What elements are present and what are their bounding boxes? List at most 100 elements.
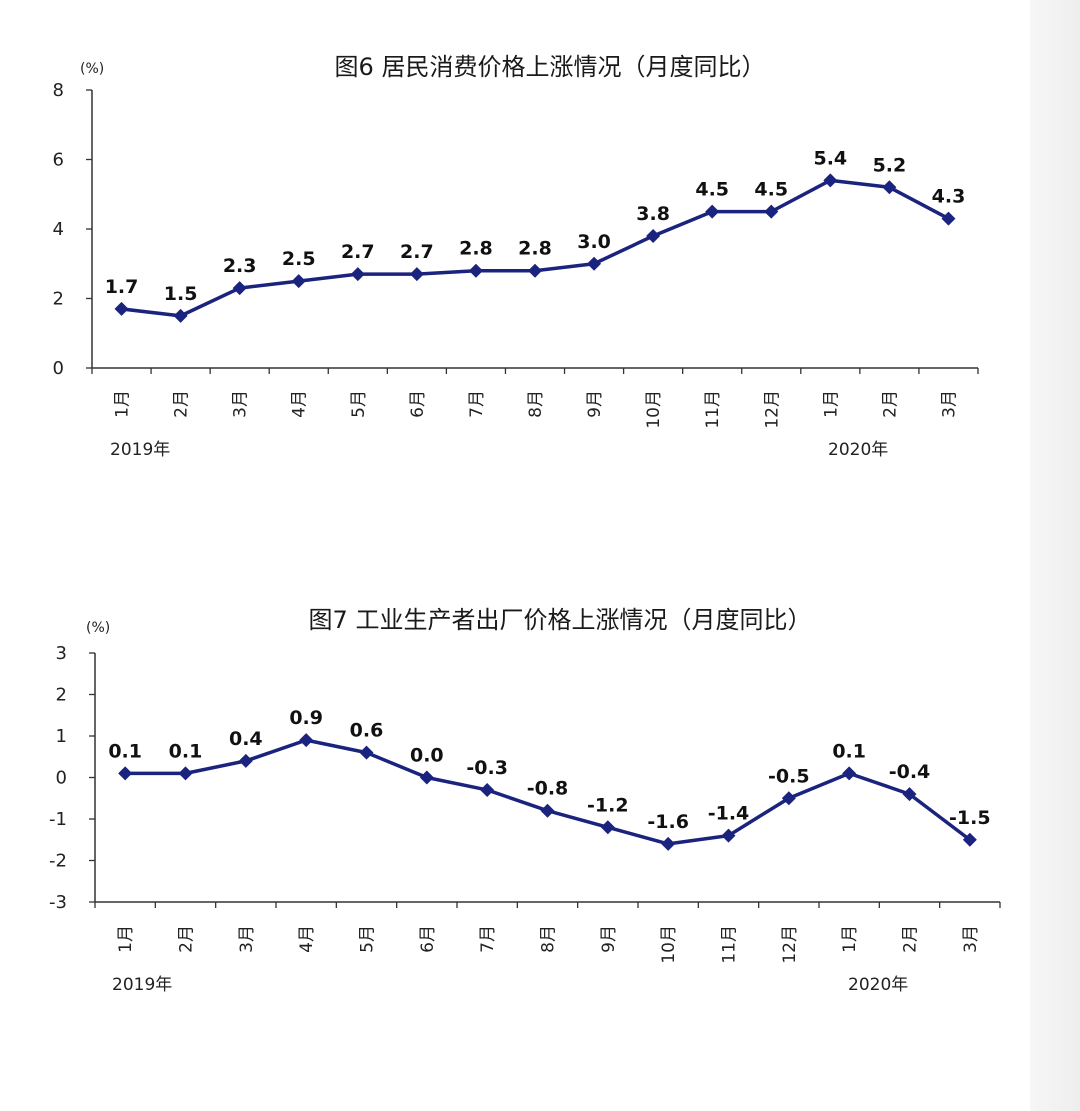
data-label: 3.0 xyxy=(577,231,611,253)
data-label: 1.5 xyxy=(164,283,198,305)
y-tick-label: 1 xyxy=(56,726,67,747)
x-tick-label: 3月 xyxy=(961,925,981,953)
data-label: 3.8 xyxy=(636,203,670,225)
x-tick-label: 3月 xyxy=(237,925,257,953)
data-point xyxy=(962,832,977,847)
x-tick-label: 10月 xyxy=(644,390,664,429)
x-tick-label: 3月 xyxy=(939,390,959,418)
data-point xyxy=(299,733,314,748)
plot-area: 3 2 1 0 -1 -2 -3 1月 2月 3月 4月 5月 6月 7月 8月 9月 10月 11月 12月 1月 2… xyxy=(49,643,1001,995)
x-tick-label: 6月 xyxy=(418,925,438,953)
data-label: -0.8 xyxy=(527,778,569,800)
data-label: 4.5 xyxy=(754,179,788,201)
x-tick-label: 11月 xyxy=(703,390,723,429)
x-tick-label: 1月 xyxy=(116,925,136,953)
data-label: 0.6 xyxy=(350,720,384,742)
x-tick-label: 5月 xyxy=(349,390,369,418)
data-point xyxy=(350,267,365,282)
y-tick-label: -3 xyxy=(49,892,67,913)
x-tick-label: 12月 xyxy=(762,390,782,429)
data-label: 0.0 xyxy=(410,745,444,767)
data-label: -0.4 xyxy=(889,761,931,783)
x-tick-label: 4月 xyxy=(297,925,317,953)
data-point xyxy=(540,803,555,818)
data-label: 0.9 xyxy=(289,707,323,729)
y-unit-label: (%) xyxy=(86,620,110,636)
data-point xyxy=(661,836,676,851)
x-tick-label: 8月 xyxy=(526,390,546,418)
year-label: 2019年 xyxy=(110,440,170,460)
y-tick-label: -1 xyxy=(49,809,67,830)
y-tick-label: 3 xyxy=(56,643,67,664)
x-tick-label: 12月 xyxy=(780,925,800,964)
x-tick-label: 6月 xyxy=(408,390,428,418)
y-tick-label: 0 xyxy=(53,358,64,379)
data-label: 2.7 xyxy=(400,241,434,263)
x-tick-label: 10月 xyxy=(659,925,679,964)
x-tick-label: 9月 xyxy=(585,390,605,418)
data-label: 0.1 xyxy=(832,740,866,762)
data-point xyxy=(902,787,917,802)
data-label: 2.5 xyxy=(282,248,316,270)
data-label: 2.8 xyxy=(518,238,552,260)
x-tick-label: 4月 xyxy=(290,390,310,418)
y-tick-label: -2 xyxy=(49,851,67,872)
y-tick-label: 0 xyxy=(56,768,67,789)
data-point xyxy=(882,180,897,195)
y-tick-label: 4 xyxy=(53,219,64,240)
x-tick-label: 1月 xyxy=(821,390,841,418)
x-tick-label: 1月 xyxy=(840,925,860,953)
ppi-chart: 图7 工业生产者出厂价格上涨情况（月度同比） (%) 3 2 1 0 -1 -2 -3 1月 2… xyxy=(49,606,1001,995)
x-tick-label: 5月 xyxy=(358,925,378,953)
data-point xyxy=(359,745,374,760)
data-point xyxy=(941,211,956,226)
data-point xyxy=(114,301,129,316)
data-label: -1.6 xyxy=(647,811,689,833)
year-label: 2020年 xyxy=(848,975,908,995)
data-point xyxy=(781,791,796,806)
data-point xyxy=(646,228,661,243)
x-tick-label: 2月 xyxy=(177,925,197,953)
data-point xyxy=(721,828,736,843)
data-label: -1.2 xyxy=(587,794,629,816)
data-point xyxy=(764,204,779,219)
data-label: 5.2 xyxy=(873,154,907,176)
x-tick-label: 7月 xyxy=(478,925,498,953)
data-label: 0.1 xyxy=(169,740,203,762)
data-point xyxy=(238,753,253,768)
data-point xyxy=(178,766,193,781)
data-label: 2.7 xyxy=(341,241,375,263)
data-point xyxy=(232,281,247,296)
x-tick-label: 2月 xyxy=(901,925,921,953)
x-tick-label: 2月 xyxy=(172,390,192,418)
data-label: 4.3 xyxy=(932,186,966,208)
data-label: 5.4 xyxy=(813,147,847,169)
data-point xyxy=(705,204,720,219)
x-tick-label: 9月 xyxy=(599,925,619,953)
data-label: -1.4 xyxy=(708,803,750,825)
data-label: -0.5 xyxy=(768,765,810,787)
data-label: 4.5 xyxy=(695,179,729,201)
data-label: -1.5 xyxy=(949,807,991,829)
x-tick-label: 11月 xyxy=(720,925,740,964)
x-tick-label: 8月 xyxy=(539,925,559,953)
year-label: 2020年 xyxy=(828,440,888,460)
chart-title: 图6 居民消费价格上涨情况（月度同比） xyxy=(335,53,766,81)
data-point xyxy=(823,173,838,188)
chart-title: 图7 工业生产者出厂价格上涨情况（月度同比） xyxy=(309,606,812,634)
data-label: 1.7 xyxy=(105,276,139,298)
data-label: 0.4 xyxy=(229,728,263,750)
data-label: 2.3 xyxy=(223,255,257,277)
data-label: 0.1 xyxy=(108,740,142,762)
data-point xyxy=(173,308,188,323)
plot-area: 8 6 4 2 0 1月 2月 3月 4月 5月 6月 7月 8月 9月 10月 11月 12月 1月 2月 3月 20… xyxy=(53,80,979,460)
data-point xyxy=(587,256,602,271)
data-label: -0.3 xyxy=(466,757,508,779)
data-point xyxy=(118,766,133,781)
x-tick-label: 2月 xyxy=(880,390,900,418)
data-label: 2.8 xyxy=(459,238,493,260)
y-tick-label: 6 xyxy=(53,150,64,171)
data-point xyxy=(600,820,615,835)
y-tick-label: 2 xyxy=(53,289,64,310)
